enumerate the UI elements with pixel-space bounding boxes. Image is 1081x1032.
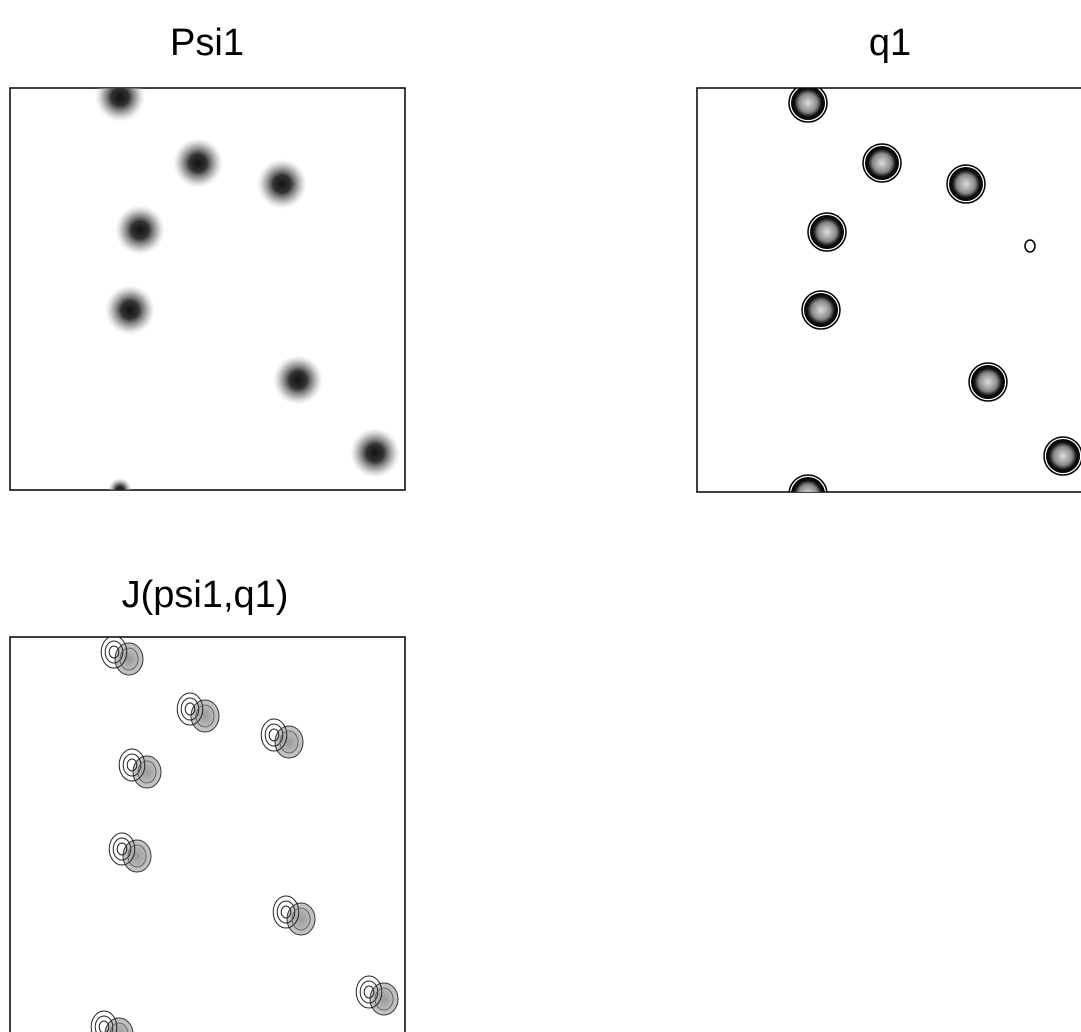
panel-frame [9,636,406,1032]
contour [137,760,157,784]
contour [94,1015,114,1032]
contour [801,290,841,330]
contour [119,647,139,671]
vortex-ring [804,293,838,327]
vortex-ring [949,167,983,201]
contour [184,702,196,716]
vortex-ring [865,146,899,180]
contour [195,704,215,728]
contour [968,362,1008,402]
psi-field [95,88,400,490]
jacobian-field [90,637,399,1032]
vortex-blob [173,138,223,188]
vortex-blob [95,88,145,122]
contour [788,474,828,492]
contour [291,907,311,931]
contour [90,1010,118,1032]
lobe [132,755,162,789]
vortex-ring [810,215,844,249]
vortex-ring [1046,439,1080,473]
contour [359,980,379,1004]
contour [100,637,128,669]
contour [279,730,299,754]
vortex-blob [273,355,323,405]
contour [104,640,124,664]
vortex-blob [105,285,155,335]
contour [127,844,147,868]
lobe [286,902,316,936]
contour [116,842,128,856]
contour [807,212,847,252]
contour [180,697,200,721]
contour [108,645,120,659]
panel-title: Psi1 [170,22,244,64]
lobe [114,642,144,676]
contour [122,753,142,777]
contour [862,143,902,183]
contour [108,832,136,866]
contour [264,723,284,747]
lobe [274,725,304,759]
vortex-ring [791,477,825,492]
contour [1043,436,1081,476]
contour [272,895,300,929]
vortex-blob [115,205,165,255]
lobe [369,982,399,1016]
contour [355,975,383,1009]
contour [98,1020,110,1032]
contour [276,900,296,924]
contour [109,1022,129,1032]
vortex-blob [108,478,132,490]
contour [268,728,280,742]
contour [946,164,986,204]
panel-title: J(psi1,q1) [122,574,289,616]
contour [1024,239,1036,253]
lobe [122,839,152,873]
contour [788,88,828,123]
contour [118,748,146,782]
contour [260,718,288,752]
contour [363,985,375,999]
vortex-ring [791,88,825,120]
panel-title: q1 [869,22,911,64]
lobe [190,699,220,733]
vortex-blob [350,428,400,478]
contour [176,692,204,726]
vortex-blob [257,159,307,209]
contour [280,905,292,919]
contour [112,837,132,861]
contour [126,758,138,772]
vortex-ring [971,365,1005,399]
q-field [788,88,1081,492]
contour [374,987,394,1011]
